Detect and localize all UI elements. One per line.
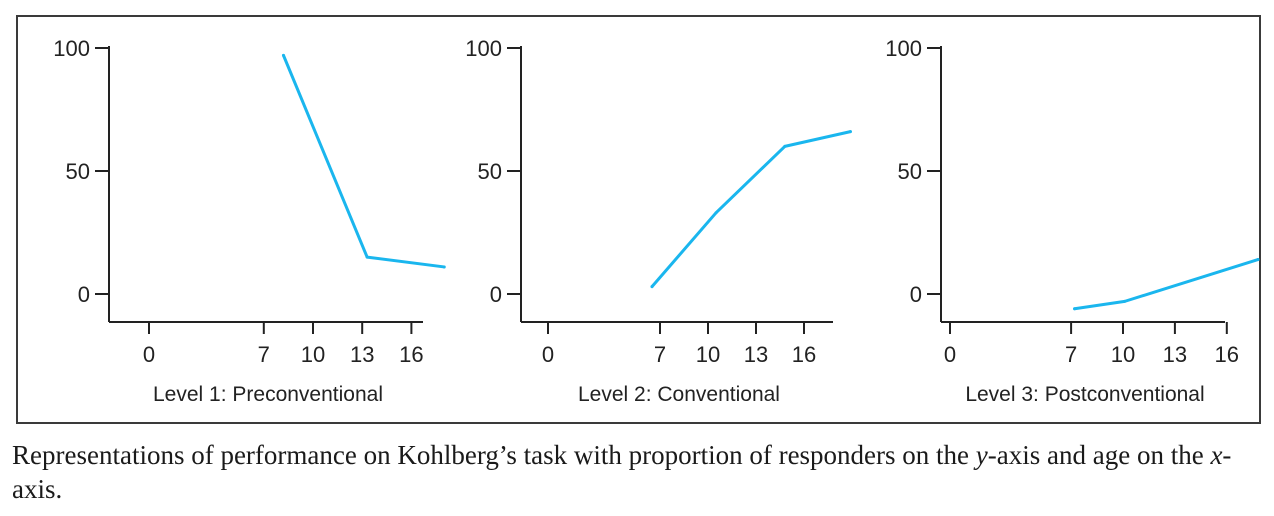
- chart-1-level-label: Level 1: Preconventional: [153, 383, 383, 406]
- chart-3-x-tick-label: 10: [1111, 342, 1135, 367]
- chart-2-data-point: [783, 144, 787, 148]
- chart-2-x-tick-label: 13: [744, 342, 768, 367]
- chart-1-x-tick-label: 7: [258, 342, 270, 367]
- chart-2-y-tick-label: 0: [490, 282, 502, 307]
- chart-1-x-tick-label: 10: [301, 342, 325, 367]
- chart-1-x-tick-label: 16: [399, 342, 423, 367]
- chart-1-data-point: [442, 265, 446, 269]
- chart-1-y-tick-label: 50: [66, 159, 90, 184]
- chart-3-y-tick-label: 0: [910, 282, 922, 307]
- chart-3-data-point: [1123, 299, 1127, 303]
- caption-y-variable: y: [975, 440, 988, 470]
- caption-x-variable: x: [1210, 440, 1223, 470]
- chart-3-x-tick-label: 13: [1163, 342, 1187, 367]
- chart-1-data-point: [281, 53, 285, 57]
- caption-text-3: -axis.: [12, 440, 1232, 504]
- chart-3-data-point: [1073, 307, 1077, 311]
- chart-2-data-point: [848, 130, 852, 134]
- chart-3-y-tick-label: 100: [885, 36, 922, 61]
- chart-1-x-tick-label: 0: [143, 342, 155, 367]
- chart-3-x-tick-label: 7: [1065, 342, 1077, 367]
- chart-2-data-point: [714, 211, 718, 215]
- figure-frame: [16, 15, 1261, 424]
- chart-2-x-tick-label: 10: [696, 342, 720, 367]
- chart-3-x-tick-label: 16: [1215, 342, 1239, 367]
- chart-2-y-tick-label: 50: [478, 159, 502, 184]
- chart-1-series-line: [281, 53, 446, 269]
- chart-2-x-tick-label: 7: [654, 342, 666, 367]
- chart-2-x-tick-label: 0: [542, 342, 554, 367]
- chart-2-level-label: Level 2: Conventional: [578, 383, 780, 406]
- chart-2-x-tick-label: 16: [792, 342, 816, 367]
- chart-3-data-point: [1256, 258, 1260, 262]
- chart-2-series-line: [650, 130, 852, 289]
- chart-2-y-tick-label: 100: [465, 36, 502, 61]
- chart-3-x-tick-label: 0: [944, 342, 956, 367]
- figure-caption: Representations of performance on Kohlbe…: [12, 438, 1267, 506]
- chart-2-data-point: [650, 285, 654, 289]
- chart-3-series-line: [1073, 258, 1260, 311]
- caption-text-2: -axis and age on the: [987, 440, 1211, 470]
- chart-3-y-tick-label: 50: [898, 159, 922, 184]
- chart-1-y-tick-label: 100: [53, 36, 90, 61]
- chart-1-data-point: [365, 255, 369, 259]
- chart-1-y-tick-label: 0: [78, 282, 90, 307]
- chart-1-x-tick-label: 13: [350, 342, 374, 367]
- chart-3-level-label: Level 3: Postconventional: [965, 383, 1204, 406]
- caption-text-1: Representations of performance on Kohlbe…: [12, 440, 976, 470]
